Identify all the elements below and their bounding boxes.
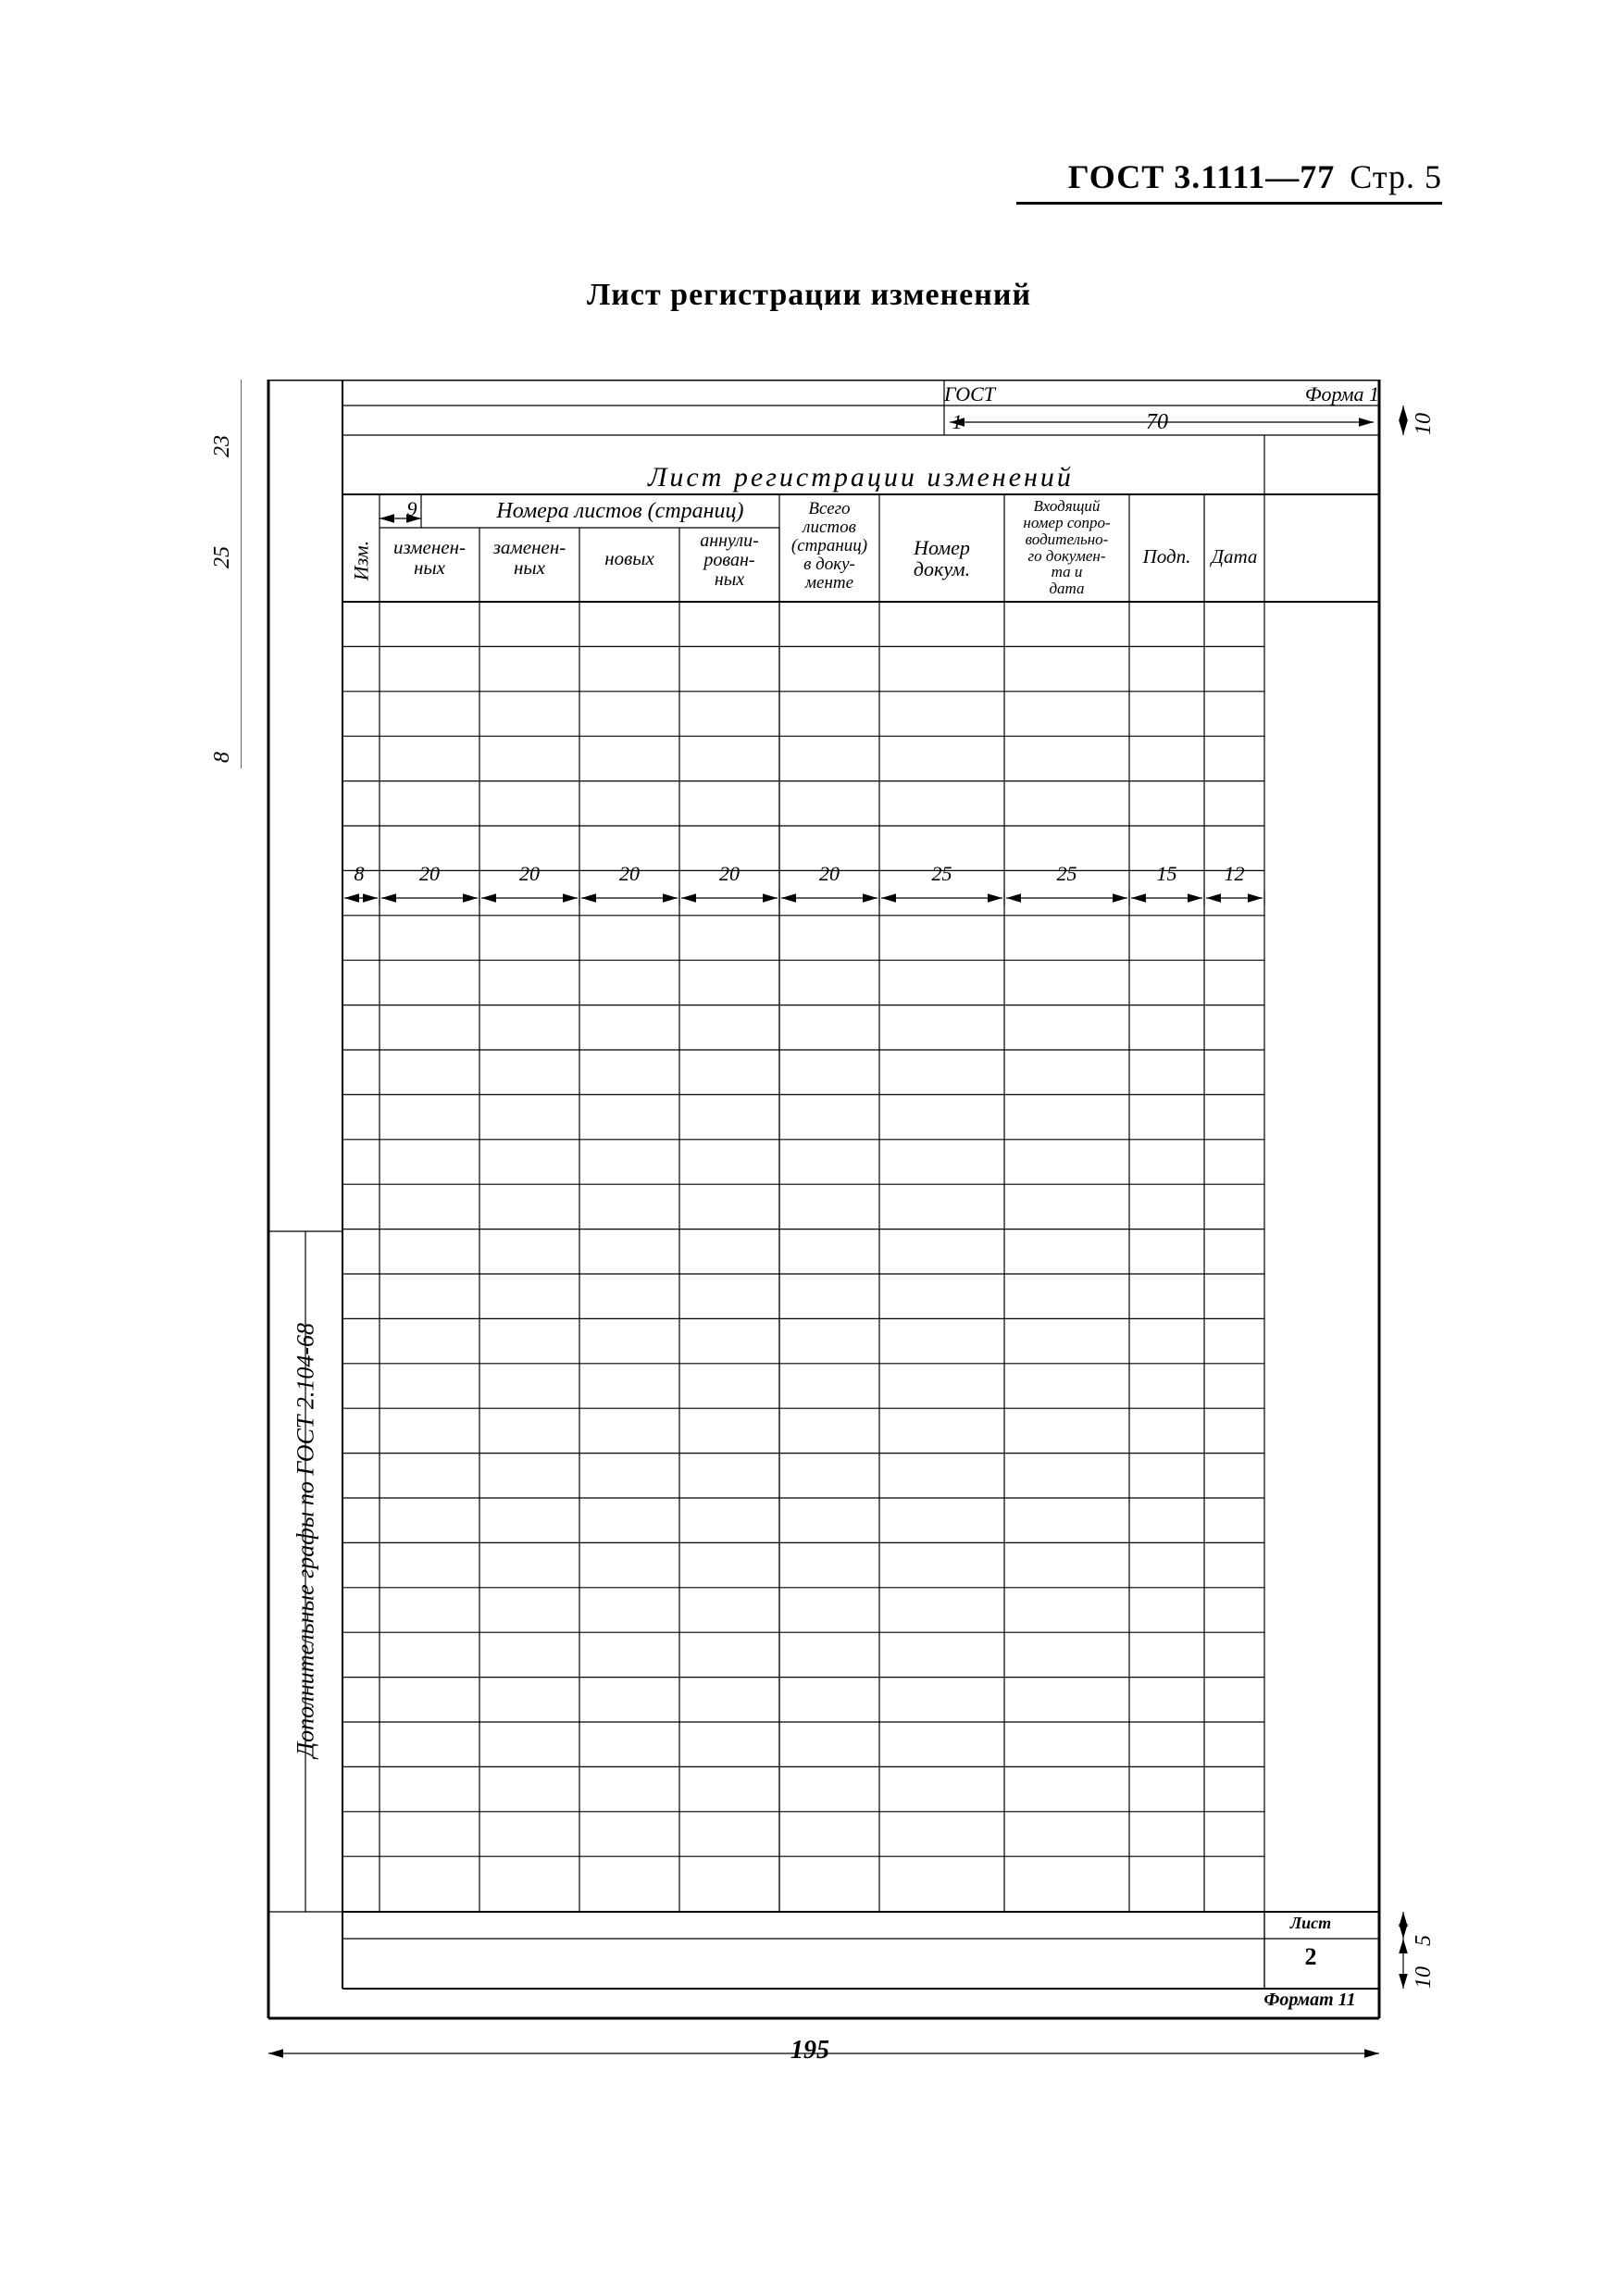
- dim-c20-4: 20: [679, 863, 779, 884]
- dim-c20-1: 20: [380, 863, 479, 884]
- inner-title: Лист регистрации изменений: [342, 463, 1379, 493]
- dim-c20-3: 20: [579, 863, 679, 884]
- label-forma: Форма 1: [1250, 383, 1379, 405]
- header-rule: [1016, 202, 1442, 205]
- standard-code: ГОСТ 3.1111—77: [1068, 158, 1336, 195]
- dim-c25-2: 25: [1004, 863, 1129, 884]
- form-diagram: 23 25 8 10 5 10 ГОСТ Форма 1 1 70 Лист р…: [241, 380, 1444, 2083]
- side-note: Дополнительные графы по ГОСТ 2.104-68: [292, 1263, 317, 1818]
- dim-h-25: 25: [211, 539, 233, 576]
- dim-c70: 70: [1129, 411, 1185, 434]
- document-title: Лист регистрации изменений: [0, 278, 1618, 313]
- dim-c20-2: 20: [479, 863, 579, 884]
- dim-row-8: 8: [211, 739, 233, 776]
- label-gost-top: ГОСТ: [944, 383, 1055, 405]
- col-sign: Подп.: [1129, 546, 1204, 567]
- col-c4: аннули- рован- ных: [679, 531, 779, 590]
- col-c1: изменен- ных: [380, 537, 479, 578]
- col-group: Номера листов (страниц): [421, 500, 819, 523]
- form-svg: [241, 380, 1444, 2083]
- format-note: Формат 11: [1240, 1990, 1379, 2010]
- dim-c20-5: 20: [779, 863, 879, 884]
- page: ГОСТ 3.1111—77 Стр. 5 Лист регистрации и…: [0, 0, 1618, 2296]
- dim-total-w: 195: [241, 2037, 1379, 2064]
- dim-c25-1: 25: [879, 863, 1004, 884]
- col-c3: новых: [579, 548, 679, 568]
- dim-h-23: 23: [211, 428, 233, 465]
- col-date: Дата: [1204, 546, 1264, 567]
- dim-r10b: 10: [1413, 1959, 1435, 1996]
- footer-lyst: Лист: [1264, 1915, 1357, 1932]
- dim-c12: 12: [1204, 863, 1264, 884]
- dim-col-8: 8: [341, 863, 378, 884]
- footer-page-num: 2: [1264, 1944, 1357, 1969]
- dim-r5: 5: [1413, 1922, 1435, 1959]
- page-number: Стр. 5: [1350, 158, 1442, 195]
- col-izm: Изм.: [350, 533, 371, 589]
- dim-c15: 15: [1129, 863, 1204, 884]
- page-header: ГОСТ 3.1111—77 Стр. 5: [1068, 157, 1442, 196]
- col-docnum: Номер докум.: [879, 537, 1004, 580]
- dim-c1: 1: [948, 411, 966, 432]
- col-c2: заменен- ных: [479, 537, 579, 578]
- dim-r10a: 10: [1413, 406, 1435, 443]
- col-incoming: Входящий номер сопро- водительно- го док…: [1004, 498, 1129, 597]
- col-total: Всего листов (страниц) в доку- менте: [779, 500, 879, 593]
